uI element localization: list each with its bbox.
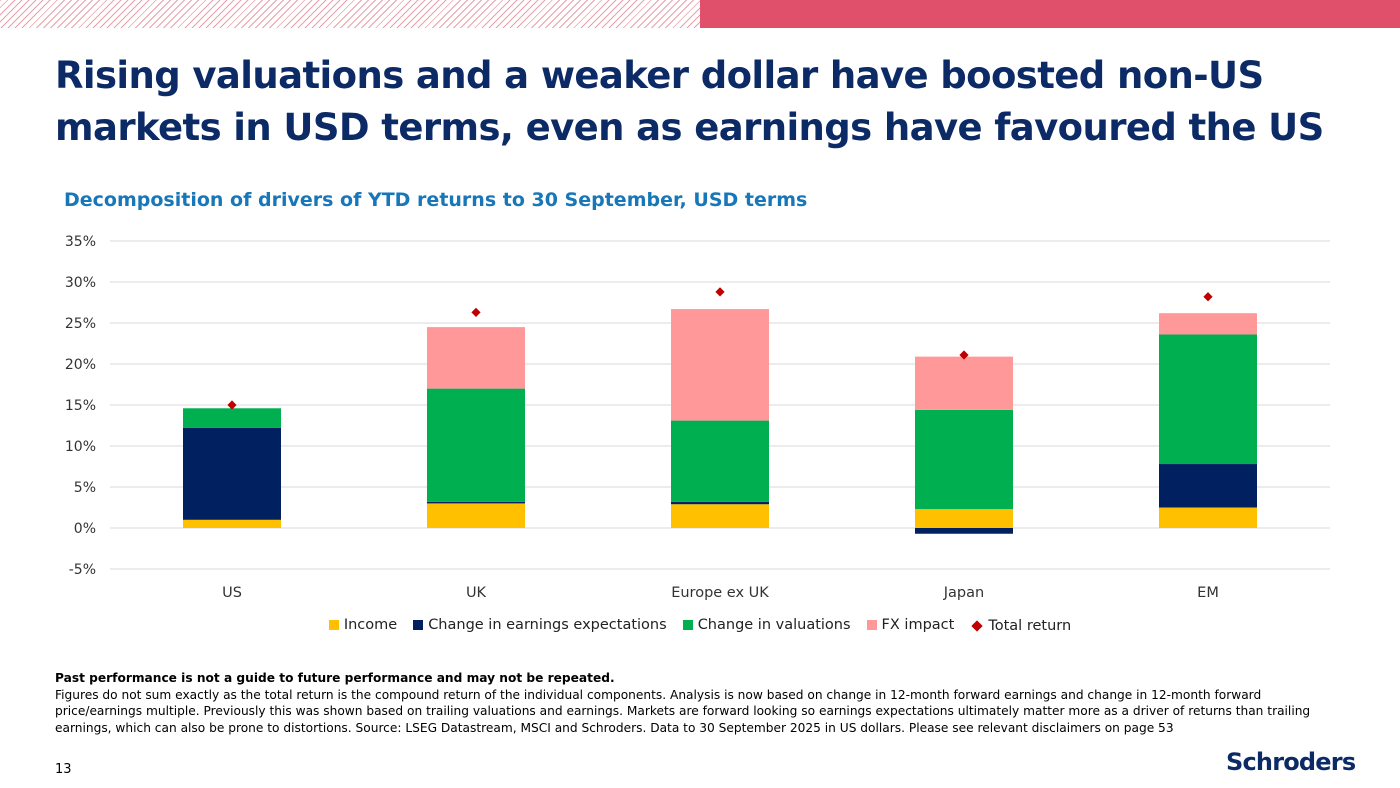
header-hatch-band	[0, 0, 700, 28]
total-return-marker	[715, 287, 725, 297]
legend-item: Change in valuations	[682, 617, 851, 633]
bar-segment-change-in-earnings-expectations	[183, 427, 281, 520]
x-tick-label: EM	[1197, 585, 1219, 601]
y-tick-label: 35%	[65, 234, 96, 250]
legend-item: FX impact	[866, 617, 955, 633]
bar-segment-fx-impact	[671, 309, 769, 421]
stacked-bar-chart: -5% 0% 5% 10% 15% 20% 25% 30% 35% US UK Europe ex …	[65, 234, 1330, 601]
bar-segment-change-in-earnings-expectations	[671, 501, 769, 505]
legend-item: Change in earnings expectations	[413, 617, 667, 633]
total-return-marker	[471, 307, 481, 317]
schroders-logo: Schroders	[1226, 748, 1356, 776]
total-return-marker	[227, 400, 237, 410]
y-tick-label: 0%	[74, 521, 96, 537]
legend-swatch	[328, 620, 339, 630]
bar-segment-change-in-valuations	[1159, 334, 1257, 465]
legend-label: FX impact	[881, 617, 955, 633]
bar-segment-change-in-earnings-expectations	[1159, 464, 1257, 508]
chart-subtitle: Decomposition of drivers of YTD returns …	[64, 189, 808, 211]
bar-segment-fx-impact	[915, 356, 1013, 410]
y-axis-ticks: -5% 0% 5% 10% 15% 20% 25% 30% 35%	[65, 234, 96, 578]
total-return-marker	[1203, 292, 1213, 302]
methodology-note: Figures do not sum exactly as the total …	[55, 687, 1311, 735]
legend-label: Change in valuations	[697, 617, 851, 633]
bar-segment-income	[183, 519, 281, 528]
bar-segment-income	[671, 504, 769, 528]
bars	[183, 309, 1257, 534]
past-performance-disclaimer: Past performance is not a guide to futur…	[55, 671, 615, 685]
y-tick-label: 5%	[74, 480, 96, 496]
x-tick-label: Europe ex UK	[671, 585, 769, 601]
x-tick-label: UK	[466, 585, 487, 601]
legend-label: Income	[343, 617, 398, 633]
legend-swatch	[682, 620, 693, 630]
bar-segment-change-in-valuations	[183, 408, 281, 428]
y-tick-label: 10%	[65, 439, 96, 455]
legend-label: Change in earnings expectations	[428, 617, 667, 633]
header-accent-bar	[700, 0, 1400, 28]
y-tick-label: 30%	[65, 275, 96, 291]
y-tick-label: 20%	[65, 357, 96, 373]
x-tick-label: US	[222, 585, 242, 601]
page-number: 13	[55, 762, 72, 777]
bar-segment-fx-impact	[427, 327, 525, 389]
x-tick-label: Japan	[943, 585, 984, 601]
y-tick-label: 25%	[65, 316, 96, 332]
bar-segment-income	[1159, 507, 1257, 528]
y-tick-label: 15%	[65, 398, 96, 414]
legend-swatch	[413, 620, 424, 630]
x-axis-ticks: US UK Europe ex UK Japan EM	[222, 585, 1219, 601]
bar-segment-change-in-valuations	[915, 409, 1013, 510]
bar-segment-income	[427, 503, 525, 528]
bar-segment-change-in-earnings-expectations	[915, 528, 1013, 534]
legend-swatch	[971, 620, 984, 632]
legend-item: Income	[328, 617, 398, 633]
bar-segment-fx-impact	[1159, 313, 1257, 335]
footnotes: Past performance is not a guide to futur…	[55, 670, 1350, 736]
bar-segment-income	[915, 509, 1013, 528]
bar-segment-change-in-valuations	[427, 388, 525, 502]
bar-segment-change-in-valuations	[671, 420, 769, 502]
legend-item: Total return	[970, 618, 1071, 634]
legend-label: Total return	[988, 618, 1072, 634]
legend-swatch	[866, 620, 877, 630]
page-title: Rising valuations and a weaker dollar ha…	[55, 54, 1324, 149]
bar-segment-change-in-earnings-expectations	[427, 501, 525, 504]
chart-legend: Income Change in earnings expectations Cha…	[170, 617, 1230, 634]
y-tick-label: -5%	[69, 562, 96, 578]
